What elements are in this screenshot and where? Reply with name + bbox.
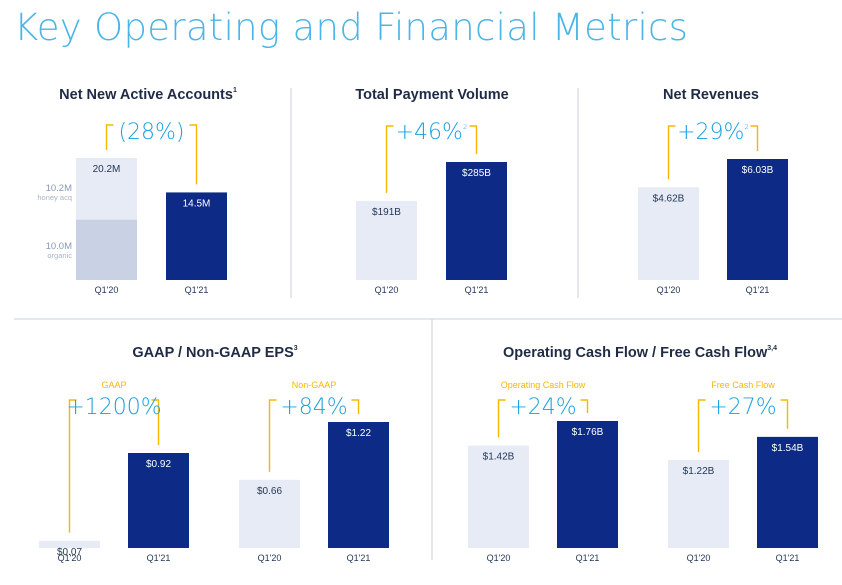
fcf-tick-q121: Q1'21 — [776, 553, 800, 563]
ocf-bracket-left — [497, 399, 506, 438]
ocf-growth-label: +24% — [509, 395, 576, 420]
fcf-bar-q120 — [668, 459, 729, 548]
tpv-bracket-right — [469, 125, 478, 154]
nr-bar-q120 — [638, 187, 699, 280]
ocf-bar-q120 — [468, 445, 529, 548]
nnaa-value-label-q120: 20.2M — [93, 164, 121, 175]
chart-title-eps: GAAP / Non-GAAP EPS3 — [132, 345, 297, 361]
ocf-tick-q121: Q1'21 — [576, 553, 600, 563]
nnaa-segment-label-honey: 10.2M — [46, 183, 72, 194]
eps-nongaap-bracket-right — [351, 399, 360, 414]
eps-gaap-bar-q121 — [128, 452, 189, 548]
chart-title-net-new-active-accounts: Net New Active Accounts1 — [59, 87, 237, 103]
fcf-bracket-right — [780, 399, 789, 429]
tpv-bar-q120 — [356, 200, 417, 280]
tpv-tick-q121: Q1'21 — [465, 285, 489, 295]
page-title: Key Operating and Financial Metrics — [14, 6, 689, 49]
eps-nongaap-bar-q121 — [328, 422, 389, 548]
fcf-group-name: Free Cash Flow — [711, 380, 775, 390]
fcf-tick-q120: Q1'20 — [687, 553, 711, 563]
nnaa-segment-sublabel-organic: organic — [47, 251, 72, 260]
eps-gaap-bracket-left — [68, 399, 77, 533]
nnaa-value-label-q121: 14.5M — [183, 198, 211, 209]
eps-nongaap-value-label-q121: $1.22 — [346, 428, 371, 439]
eps-nongaap-group-name: Non-GAAP — [292, 380, 337, 390]
tpv-tick-q120: Q1'20 — [375, 285, 399, 295]
nnaa-bracket-left — [105, 124, 114, 150]
ocf-value-label-q120: $1.42B — [483, 452, 515, 463]
nr-value-label-q120: $4.62B — [653, 193, 685, 204]
tpv-growth-label: +46%2 — [396, 120, 468, 145]
eps-nongaap-tick-q120: Q1'20 — [258, 553, 282, 563]
nnaa-growth-label: (28%) — [118, 120, 184, 145]
nnaa-bar-q121 — [166, 192, 227, 280]
fcf-bar-q121 — [757, 436, 818, 548]
eps-gaap-value-label-q121: $0.92 — [146, 459, 171, 470]
nr-bracket-left — [667, 125, 676, 180]
ocf-group-name: Operating Cash Flow — [501, 380, 586, 390]
fcf-value-label-q121: $1.54B — [772, 443, 804, 454]
fcf-bracket-left — [697, 399, 706, 452]
eps-gaap-bracket-right — [151, 399, 160, 445]
ocf-bar-q121 — [557, 421, 618, 548]
nr-value-label-q121: $6.03B — [742, 165, 774, 176]
nnaa-segment-sublabel-honey: honey acq — [37, 193, 72, 202]
nr-bar-q121 — [727, 159, 788, 280]
nnaa-bracket-right — [189, 124, 198, 185]
eps-nongaap-bar-q120 — [239, 479, 300, 548]
nnaa-segment-label-organic: 10.0M — [46, 241, 72, 252]
nr-tick-q121: Q1'21 — [746, 285, 770, 295]
eps-gaap-group-name: GAAP — [101, 380, 126, 390]
tpv-value-label-q120: $191B — [372, 207, 401, 218]
fcf-value-label-q120: $1.22B — [683, 466, 715, 477]
tpv-value-label-q121: $285B — [462, 168, 491, 179]
nnaa-bar-q120-segment-organic — [76, 219, 137, 280]
ocf-bracket-right — [580, 399, 589, 413]
chart-title-cash-flow: Operating Cash Flow / Free Cash Flow3,4 — [503, 345, 777, 361]
nnaa-bar-q120-segment-honey — [76, 158, 137, 220]
eps-gaap-tick-q121: Q1'21 — [147, 553, 171, 563]
eps-gaap-growth-label: +1200% — [66, 395, 161, 420]
eps-nongaap-tick-q121: Q1'21 — [347, 553, 371, 563]
fcf-growth-label: +27% — [709, 395, 776, 420]
nnaa-tick-q121: Q1'21 — [185, 285, 209, 295]
ocf-value-label-q121: $1.76B — [572, 427, 604, 438]
eps-gaap-value-label-q120: $0.07 — [57, 547, 82, 558]
nr-bracket-right — [750, 125, 759, 151]
eps-gaap-bar-q120 — [39, 540, 100, 548]
nnaa-tick-q120: Q1'20 — [95, 285, 119, 295]
eps-gaap-tick-q120: Q1'20 — [58, 553, 82, 563]
eps-nongaap-value-label-q120: $0.66 — [257, 486, 282, 497]
eps-nongaap-growth-label: +84% — [280, 395, 347, 420]
nr-tick-q120: Q1'20 — [657, 285, 681, 295]
ocf-tick-q120: Q1'20 — [487, 553, 511, 563]
nr-growth-label: +29%2 — [677, 120, 749, 145]
tpv-bracket-left — [385, 125, 394, 193]
eps-nongaap-bracket-left — [268, 399, 277, 472]
chart-title-net-revenues: Net Revenues — [663, 87, 759, 103]
tpv-bar-q121 — [446, 162, 507, 280]
chart-title-total-payment-volume: Total Payment Volume — [355, 87, 508, 103]
